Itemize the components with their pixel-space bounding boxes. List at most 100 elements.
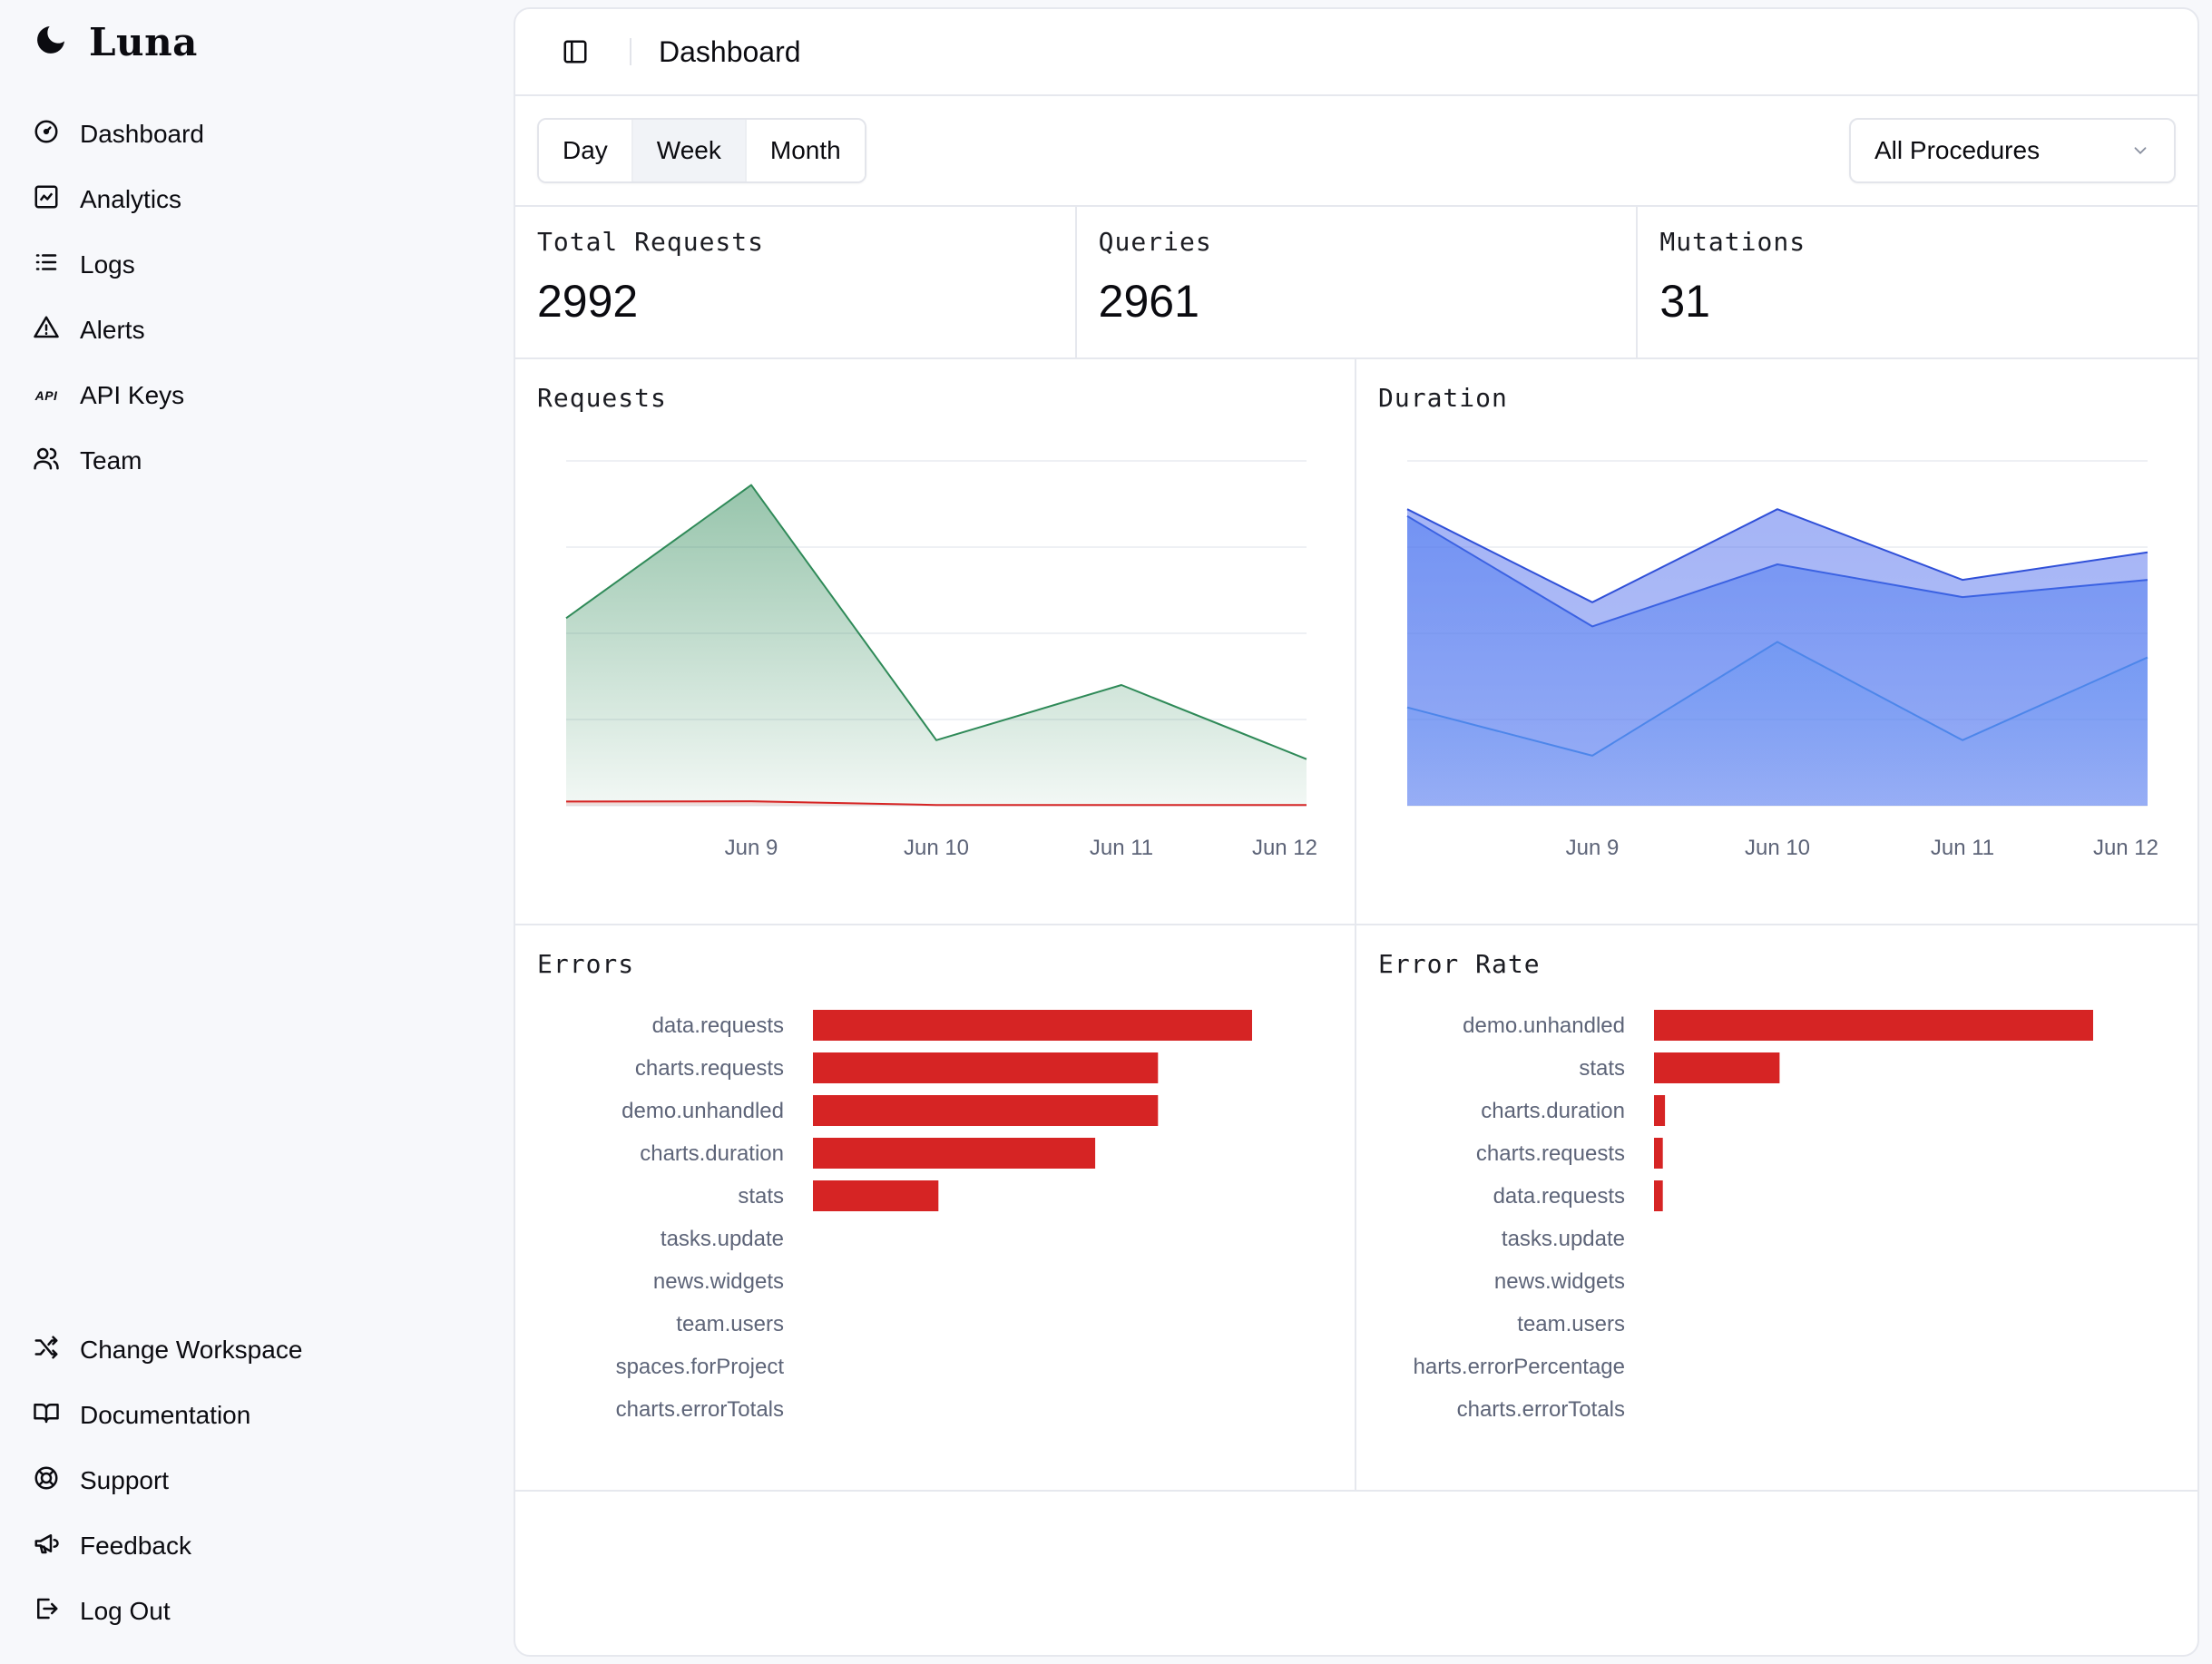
bar-label: demo.unhandled — [622, 1099, 784, 1123]
page-title: Dashboard — [659, 34, 801, 68]
bar-label: tasks.update — [661, 1227, 784, 1251]
error-rate-chart-panel: demo.unhandled stats charts.duration charts… — [1356, 925, 2197, 1492]
charts-grid: Jun 9 Jun 10 Jun 11 Jun 12 Requests Jun 9 Ju… — [515, 359, 2197, 1492]
sidebar-item-analytics[interactable]: Analytics — [33, 167, 204, 232]
stat-total-requests: Total Requests 2992 — [515, 207, 1075, 357]
duration-chart: Jun 9 Jun 10 Jun 11 Jun 12 — [1406, 460, 2158, 860]
errors-chart-panel: data.requests charts.requests demo.unhandl… — [515, 925, 1356, 1492]
bar-charts.duration — [813, 1138, 1096, 1169]
logout-icon — [33, 1595, 60, 1629]
area-requests — [566, 485, 1307, 806]
moon-icon — [33, 22, 69, 63]
bar-demo.unhandled — [1654, 1010, 2093, 1041]
stat-mutations: Mutations 31 — [1636, 207, 2197, 357]
sidebar-item-dashboard[interactable]: Dashboard — [33, 102, 204, 167]
x-tick-label: Jun 12 — [2093, 836, 2158, 860]
sidebar-item-label: API Keys — [80, 381, 185, 409]
sidebar-item-label: Dashboard — [80, 120, 204, 148]
chart-title: Duration — [1378, 383, 1508, 413]
area-errors — [566, 801, 1307, 806]
alert-triangle-icon — [33, 314, 60, 347]
period-toggle-group: Day Week Month — [537, 118, 866, 183]
stat-queries: Queries 2961 — [1074, 207, 1637, 357]
gauge-icon — [33, 118, 60, 152]
bar-label: harts.errorPercentage — [1414, 1355, 1625, 1379]
bar-label: team.users — [1517, 1312, 1625, 1336]
bar-charts.requests — [813, 1052, 1159, 1083]
lifebuoy-icon — [33, 1464, 60, 1498]
period-week-button[interactable]: Week — [631, 120, 745, 181]
stat-value: 31 — [1659, 276, 1710, 327]
footer-item-label: Feedback — [80, 1532, 191, 1560]
footer-item-label: Documentation — [80, 1401, 251, 1429]
filter-bar: Day Week Month All Procedures — [515, 96, 2197, 207]
sidebar-item-alerts[interactable]: Alerts — [33, 298, 204, 363]
period-month-button[interactable]: Month — [744, 120, 865, 181]
sidebar-item-team[interactable]: Team — [33, 428, 204, 494]
chart-title: Requests — [537, 383, 667, 413]
chevron-down-icon — [2134, 147, 2147, 155]
bar-stats — [813, 1180, 939, 1211]
bar-charts.requests — [1654, 1138, 1663, 1169]
x-tick-label: Jun 9 — [725, 836, 778, 860]
line-errors — [565, 800, 1307, 807]
bar-label: stats — [1579, 1056, 1625, 1081]
bar-label: team.users — [676, 1312, 784, 1336]
support-link[interactable]: Support — [33, 1448, 302, 1513]
brand-name: Luna — [89, 20, 198, 64]
bar-label: data.requests — [1493, 1184, 1625, 1209]
documentation-link[interactable]: Documentation — [33, 1383, 302, 1448]
bar-label: charts.requests — [1476, 1141, 1625, 1166]
x-tick-label: Jun 9 — [1566, 836, 1620, 860]
x-tick-label: Jun 11 — [1090, 836, 1153, 860]
stat-value: 2992 — [537, 276, 639, 327]
sidebar-footer-nav: Change Workspace Documentation Support F… — [33, 1317, 302, 1644]
sidebar-item-label: Alerts — [80, 316, 145, 344]
bar-label: charts.duration — [1481, 1099, 1625, 1123]
x-tick-label: Jun 11 — [1931, 836, 1994, 860]
errors-chart: data.requests charts.requests demo.unhandl… — [616, 1010, 1252, 1422]
change-workspace-button[interactable]: Change Workspace — [33, 1317, 302, 1383]
footer-item-label: Change Workspace — [80, 1336, 303, 1364]
logout-button[interactable]: Log Out — [33, 1579, 302, 1644]
sidebar-item-api-keys[interactable]: API API Keys — [33, 363, 204, 428]
period-day-button[interactable]: Day — [539, 120, 631, 181]
bar-label: charts.requests — [635, 1056, 784, 1081]
stat-label: Total Requests — [537, 227, 765, 257]
sidebar-item-label: Team — [80, 446, 142, 475]
megaphone-icon — [33, 1530, 60, 1563]
bar-label: demo.unhandled — [1463, 1013, 1625, 1038]
feedback-button[interactable]: Feedback — [33, 1513, 302, 1579]
header: Dashboard — [515, 9, 2197, 96]
book-icon — [33, 1399, 60, 1433]
sidebar-toggle-button[interactable] — [559, 35, 592, 68]
area-p50 — [1407, 641, 2148, 806]
procedure-select-value: All Procedures — [1874, 136, 2041, 164]
bar-label: data.requests — [652, 1013, 784, 1038]
sidebar-item-logs[interactable]: Logs — [33, 232, 204, 298]
footer-item-label: Log Out — [80, 1597, 171, 1625]
chart-title: Error Rate — [1378, 949, 1541, 979]
brand[interactable]: Luna — [33, 20, 198, 64]
header-divider — [630, 38, 631, 65]
x-tick-label: Jun 12 — [1252, 836, 1317, 860]
bar-label: charts.errorTotals — [616, 1397, 784, 1422]
main-panel: Dashboard Day Week Month All Procedures … — [514, 7, 2199, 1657]
stat-label: Queries — [1098, 227, 1212, 257]
bar-label: charts.duration — [640, 1141, 784, 1166]
sidebar-item-label: Logs — [80, 250, 135, 279]
sidebar: Luna Dashboard Analytics Logs Alerts API… — [0, 0, 514, 1664]
requests-chart-panel: Jun 9 Jun 10 Jun 11 Jun 12 Requests — [515, 359, 1356, 925]
api-icon: API — [34, 388, 58, 403]
list-icon — [33, 249, 60, 282]
shuffle-icon — [33, 1334, 60, 1367]
procedure-select[interactable]: All Procedures — [1849, 118, 2176, 183]
bar-demo.unhandled — [813, 1095, 1159, 1126]
bar-label: charts.errorTotals — [1457, 1397, 1625, 1422]
bar-label: spaces.forProject — [616, 1355, 785, 1379]
panel-left-icon — [563, 40, 587, 64]
footer-item-label: Support — [80, 1466, 170, 1494]
sidebar-nav: Dashboard Analytics Logs Alerts API API … — [33, 102, 204, 494]
x-tick-label: Jun 10 — [904, 836, 969, 860]
bar-charts.duration — [1654, 1095, 1666, 1126]
